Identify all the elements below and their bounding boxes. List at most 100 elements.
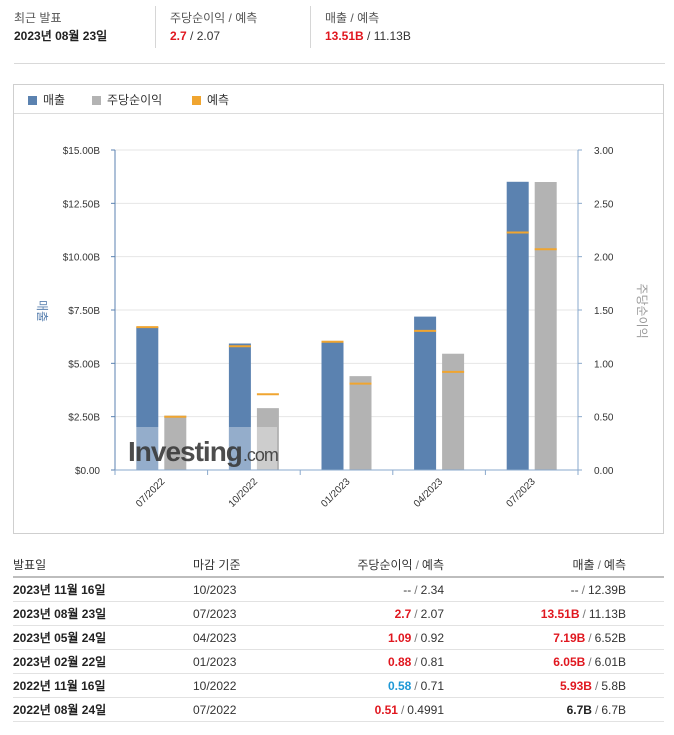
table-row: 2022년 08월 24일 07/2022 0.51/0.4991 6.7B/6.7B [13, 698, 664, 722]
row-release-date: 2022년 11월 16일 [13, 679, 106, 693]
row-revenue-actual: 7.19B [553, 631, 586, 645]
header-period-end[interactable]: 마감 기준 [193, 558, 241, 572]
right-tick-label: 1.50 [594, 306, 614, 317]
eps-bar [442, 353, 465, 470]
table-row: 2023년 11월 16일 10/2023 --/2.34 --/12.39B [13, 578, 664, 602]
row-eps: 0.58/0.71 [387, 679, 444, 693]
legend-label-forecast: 예측 [207, 93, 230, 107]
latest-release-label: 최근 발표 [14, 11, 62, 25]
row-eps-actual: 0.51 [374, 703, 398, 717]
eps-actual-value: 2.7 [170, 29, 187, 43]
row-eps-forecast: 2.07 [420, 607, 444, 621]
row-revenue-forecast: 6.01B [594, 655, 626, 669]
watermark-tile [229, 427, 277, 471]
row-revenue-forecast: 6.52B [594, 631, 626, 645]
revenue-summary-value: 13.51B / 11.13B [325, 29, 411, 43]
right-tick-label: 0.00 [594, 466, 614, 477]
table-body: 2023년 11월 16일 10/2023 --/2.34 --/12.39B 2023… [13, 578, 664, 722]
left-tick-label: $15.00B [63, 146, 101, 157]
revenue-forecast-value: 11.13B [373, 29, 411, 43]
eps-summary-block: 주당순이익 / 예측 2.7 / 2.07 [170, 10, 257, 50]
revenue-bar [228, 343, 251, 470]
latest-release-block: 최근 발표 2023년 08월 23일 [14, 10, 107, 50]
right-tick-label: 2.00 [594, 253, 614, 264]
header-eps-label: 주당순이익 [357, 558, 413, 572]
row-eps-actual: 0.88 [387, 655, 412, 669]
row-revenue-forecast: 11.13B [588, 607, 626, 621]
row-revenue: 13.51B/11.13B [540, 607, 626, 621]
left-tick-label: $10.00B [63, 253, 101, 264]
row-revenue-actual: -- [570, 583, 579, 597]
watermark-domain: .com [243, 445, 278, 465]
x-tick-label: 10/2022 [227, 476, 261, 510]
legend-label-eps: 주당순이익 [107, 93, 163, 107]
chart-axes [111, 149, 582, 475]
eps-bar [349, 376, 372, 470]
row-eps: 0.88/0.81 [387, 655, 444, 669]
earnings-chart: Investing.com $0.00 0.00 $2.50B 0.50 $5.00B 1… [35, 146, 649, 510]
header-revenue[interactable]: 매출 / 예측 [572, 558, 626, 572]
header-release-date[interactable]: 발표일 [13, 558, 47, 572]
row-eps-forecast: 0.81 [420, 655, 444, 669]
row-eps-forecast: 2.34 [420, 583, 444, 597]
row-eps-actual: 1.09 [387, 631, 412, 645]
row-period-end: 01/2023 [193, 655, 237, 669]
row-eps-actual: 0.58 [387, 679, 412, 693]
row-period-end: 07/2023 [193, 607, 237, 621]
left-tick-label: $0.00 [75, 466, 100, 477]
row-eps-actual: -- [403, 583, 412, 597]
legend-label-revenue: 매출 [43, 93, 66, 107]
revenue-actual-value: 13.51B [325, 29, 364, 43]
legend-item-forecast[interactable]: 예측 [192, 93, 229, 107]
header-revenue-label: 매출 [572, 558, 595, 572]
row-release-date: 2023년 02월 22일 [13, 655, 107, 669]
legend-item-revenue[interactable]: 매출 [28, 93, 65, 107]
row-revenue-actual: 6.05B [553, 655, 586, 669]
summary-divider [155, 6, 156, 48]
x-tick-label: 01/2023 [319, 476, 353, 510]
revenue-bar [321, 340, 344, 470]
right-axis-title: 주당순이익 [635, 283, 649, 338]
row-revenue: 6.7B/6.7B [566, 703, 626, 717]
chart-legend: 매출 주당순이익 예측 [14, 85, 663, 114]
x-tick-label: 04/2023 [412, 476, 446, 510]
right-tick-label: 1.00 [594, 359, 614, 370]
eps-bar [534, 182, 557, 470]
row-eps: 0.51/0.4991 [374, 703, 444, 717]
summary-bottom-divider [14, 63, 665, 64]
watermark-brand: Investing [128, 436, 242, 467]
watermark-tile [130, 427, 160, 471]
eps-bar [164, 415, 187, 470]
row-period-end: 10/2023 [193, 583, 237, 597]
table-row: 2023년 08월 23일 07/2023 2.7/2.07 13.51B/11.13… [13, 602, 664, 626]
right-tick-label: 0.50 [594, 413, 614, 424]
eps-summary-label: 주당순이익 / 예측 [170, 11, 258, 25]
table-row: 2023년 02월 22일 01/2023 0.88/0.81 6.05B/6.01B [13, 650, 664, 674]
row-release-date: 2022년 08월 24일 [13, 703, 107, 717]
row-revenue-forecast: 6.7B [601, 703, 626, 717]
header-eps[interactable]: 주당순이익 / 예측 [357, 558, 444, 572]
header-revenue-forecast-label: 예측 [603, 558, 626, 572]
revenue-bar [414, 316, 437, 470]
summary-divider [310, 6, 311, 48]
row-revenue-actual: 13.51B [540, 607, 580, 621]
revenue-bar [136, 327, 159, 470]
row-revenue-actual: 5.93B [559, 679, 592, 693]
row-eps-actual: 2.7 [394, 607, 412, 621]
header-eps-forecast-label: 예측 [421, 558, 444, 572]
left-tick-label: $5.00B [68, 359, 100, 370]
right-tick-label: 2.50 [594, 199, 614, 210]
revenue-summary-block: 매출 / 예측 13.51B / 11.13B [325, 10, 411, 50]
left-tick-label: $2.50B [68, 413, 100, 424]
table-header-row: 발표일 마감 기준 주당순이익 / 예측 매출 / 예측 [13, 552, 664, 578]
legend-item-eps[interactable]: 주당순이익 [92, 93, 162, 107]
row-revenue-forecast: 5.8B [601, 679, 626, 693]
x-tick-label: 07/2023 [504, 476, 538, 510]
eps-bar [256, 408, 279, 470]
row-revenue: 6.05B/6.01B [553, 655, 626, 669]
row-release-date: 2023년 11월 16일 [13, 583, 106, 597]
x-tick-label: 07/2022 [134, 476, 168, 510]
earnings-history-table: 발표일 마감 기준 주당순이익 / 예측 매출 / 예측 2023년 11월 16일 10… [13, 552, 664, 722]
row-eps-forecast: 0.92 [420, 631, 444, 645]
left-tick-label: $7.50B [68, 306, 100, 317]
